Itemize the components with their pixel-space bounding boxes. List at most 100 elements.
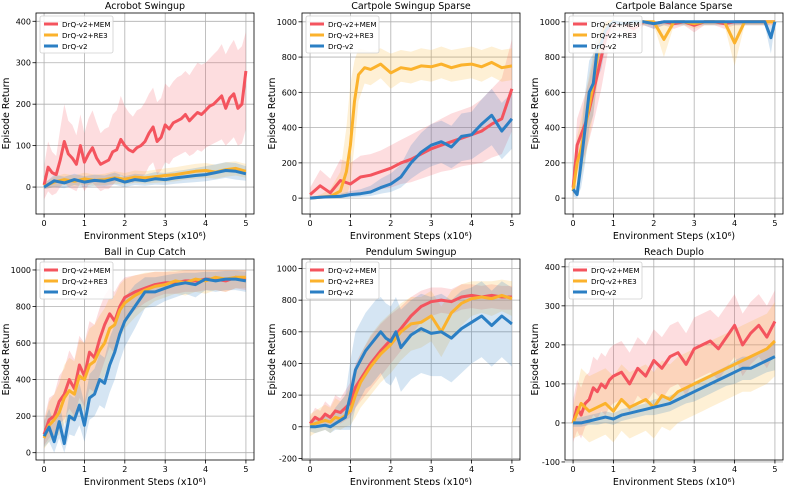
legend-label: DrQ-v2+MEM bbox=[62, 20, 111, 29]
x-tick-label: 5 bbox=[772, 465, 777, 474]
x-tick-label: 0 bbox=[42, 465, 47, 474]
legend-label: DrQ-v2+MEM bbox=[328, 266, 377, 275]
y-tick-label: 200 bbox=[16, 100, 31, 109]
y-axis-label: Episode Return bbox=[1, 324, 12, 396]
y-tick-label: 200 bbox=[545, 159, 560, 168]
chart-panel: -100 0 100 200 300 400 0 1 2 3 4 5 Reach Duplo Enviro… bbox=[530, 247, 784, 485]
legend-box bbox=[568, 15, 643, 54]
chart-title: Cartpole Balance Sparse bbox=[616, 1, 733, 12]
y-tick-label: 200 bbox=[282, 391, 297, 400]
confidence-band bbox=[573, 290, 775, 443]
confidence-band bbox=[44, 161, 246, 190]
x-tick-label: 3 bbox=[429, 465, 434, 474]
x-tick-label: 0 bbox=[308, 219, 313, 228]
y-tick-label: 300 bbox=[16, 59, 31, 68]
x-axis-label: Environment Steps (x10⁶) bbox=[350, 231, 472, 242]
y-tick-label: 600 bbox=[545, 88, 560, 97]
legend-label: DrQ-v2 bbox=[328, 288, 354, 297]
x-tick-label: 3 bbox=[163, 219, 168, 228]
legend-label: DrQ-v2 bbox=[62, 288, 88, 297]
y-tick-label: 1000 bbox=[11, 266, 31, 275]
y-tick-label: 0 bbox=[292, 423, 297, 432]
confidence-band bbox=[310, 281, 512, 434]
x-tick-label: 5 bbox=[509, 219, 514, 228]
confidence-band bbox=[44, 270, 246, 453]
x-tick-label: 1 bbox=[82, 219, 87, 228]
legend-label: DrQ-v2+MEM bbox=[591, 20, 640, 29]
x-tick-label: 2 bbox=[651, 219, 656, 228]
axes-frame bbox=[35, 12, 255, 215]
legend-label: DrQ-v2+MEM bbox=[328, 20, 377, 29]
x-tick-label: 2 bbox=[122, 219, 127, 228]
y-tick-label: 200 bbox=[16, 412, 31, 421]
series-line bbox=[42, 275, 246, 439]
x-tick-label: 3 bbox=[429, 219, 434, 228]
legend-label: DrQ-v2+RE3 bbox=[328, 31, 374, 40]
x-tick-label: 1 bbox=[611, 465, 616, 474]
y-tick-label: -200 bbox=[279, 454, 297, 463]
x-axis-label: Environment Steps (x10⁶) bbox=[84, 231, 206, 242]
axes-frame bbox=[564, 12, 784, 215]
x-tick-label: 0 bbox=[308, 465, 313, 474]
axes-frame bbox=[301, 12, 521, 215]
x-tick-label: 4 bbox=[469, 219, 474, 228]
x-tick-label: 4 bbox=[732, 465, 737, 474]
legend-label: DrQ-v2 bbox=[328, 42, 354, 51]
x-tick-label: 5 bbox=[243, 465, 248, 474]
y-axis-label: Episode Return bbox=[267, 324, 278, 396]
y-tick-label: 200 bbox=[282, 159, 297, 168]
legend-label: DrQ-v2+RE3 bbox=[591, 277, 637, 286]
confidence-band bbox=[44, 270, 246, 446]
y-axis-label: Episode Return bbox=[530, 324, 541, 396]
series-line bbox=[309, 113, 514, 200]
series-line bbox=[571, 20, 777, 197]
y-tick-label: 0 bbox=[555, 194, 560, 203]
y-tick-label: 200 bbox=[545, 341, 560, 350]
y-tick-label: 0 bbox=[26, 449, 31, 458]
chart-title: Pendulum Swingup bbox=[366, 247, 457, 258]
y-tick-label: 800 bbox=[545, 53, 560, 62]
confidence-band bbox=[44, 270, 246, 449]
y-tick-label: 0 bbox=[26, 183, 31, 192]
x-tick-label: 1 bbox=[611, 219, 616, 228]
y-tick-label: 800 bbox=[16, 303, 31, 312]
series-line bbox=[573, 355, 776, 425]
x-tick-label: 5 bbox=[772, 219, 777, 228]
x-tick-label: 5 bbox=[509, 465, 514, 474]
x-tick-label: 4 bbox=[469, 465, 474, 474]
legend-box bbox=[39, 261, 114, 300]
x-tick-label: 0 bbox=[571, 219, 576, 228]
series-line bbox=[309, 60, 513, 200]
y-tick-label: 400 bbox=[545, 124, 560, 133]
confidence-band bbox=[310, 279, 512, 437]
y-axis-label: Episode Return bbox=[267, 78, 278, 150]
chart-panel: 0 200 400 600 800 1000 0 1 2 3 4 5 Ball in Cup Catch… bbox=[1, 247, 255, 485]
chart-title: Cartpole Swingup Sparse bbox=[351, 1, 471, 12]
x-tick-label: 1 bbox=[82, 465, 87, 474]
legend-label: DrQ-v2 bbox=[591, 288, 617, 297]
x-tick-label: 4 bbox=[203, 219, 208, 228]
x-tick-label: 4 bbox=[203, 465, 208, 474]
chart-panel: 0 200 400 600 800 1000 0 1 2 3 4 5 Cartpole Balance … bbox=[530, 1, 784, 242]
series-line bbox=[308, 293, 512, 425]
legend-box bbox=[305, 15, 380, 54]
x-axis-label: Environment Steps (x10⁶) bbox=[613, 231, 735, 242]
series-line bbox=[571, 339, 776, 424]
legend-box bbox=[568, 261, 643, 300]
y-tick-label: 100 bbox=[545, 380, 560, 389]
series-line bbox=[571, 320, 777, 424]
confidence-band bbox=[310, 39, 512, 199]
y-tick-label: 1000 bbox=[540, 18, 560, 27]
chart-panel: 0 200 400 600 800 1000 0 1 2 3 4 5 Cartpole Swingup … bbox=[267, 1, 521, 242]
y-tick-label: 400 bbox=[545, 263, 560, 272]
legend-box bbox=[305, 261, 380, 300]
x-tick-label: 1 bbox=[348, 219, 353, 228]
x-tick-label: 3 bbox=[692, 465, 697, 474]
x-tick-label: 0 bbox=[571, 465, 576, 474]
y-tick-label: 400 bbox=[282, 124, 297, 133]
legend-box bbox=[39, 15, 114, 54]
x-tick-label: 5 bbox=[243, 219, 248, 228]
series-line bbox=[310, 314, 513, 429]
x-tick-label: 2 bbox=[651, 465, 656, 474]
